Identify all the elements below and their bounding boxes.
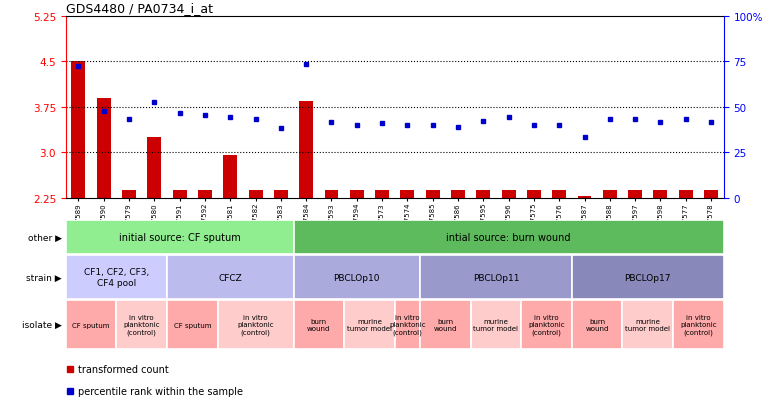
Bar — [622, 301, 673, 349]
Text: PBCLOp17: PBCLOp17 — [625, 273, 671, 282]
Bar — [375, 190, 389, 198]
Bar — [553, 190, 566, 198]
Bar — [293, 301, 344, 349]
Bar — [248, 190, 262, 198]
Bar — [167, 255, 293, 299]
Bar — [426, 190, 440, 198]
Bar — [324, 190, 338, 198]
Text: murine
tumor model: murine tumor model — [625, 318, 670, 331]
Text: percentile rank within the sample: percentile rank within the sample — [77, 386, 242, 396]
Bar — [198, 190, 212, 198]
Text: burn
wound: burn wound — [585, 318, 609, 331]
Bar — [217, 301, 293, 349]
Bar — [471, 301, 521, 349]
Bar — [527, 190, 541, 198]
Text: strain ▶: strain ▶ — [26, 273, 62, 282]
Bar — [577, 197, 591, 198]
Bar — [293, 221, 724, 254]
Text: CFCZ: CFCZ — [218, 273, 242, 282]
Text: initial source: CF sputum: initial source: CF sputum — [118, 233, 241, 242]
Text: in vitro
planktonic
(control): in vitro planktonic (control) — [389, 315, 426, 335]
Bar — [704, 190, 718, 198]
Text: PBCLOp11: PBCLOp11 — [473, 273, 519, 282]
Bar — [147, 138, 161, 198]
Bar — [173, 190, 187, 198]
Bar — [293, 255, 420, 299]
Bar — [344, 301, 395, 349]
Bar — [420, 301, 471, 349]
Bar — [350, 190, 364, 198]
Bar — [603, 190, 617, 198]
Bar — [224, 156, 237, 198]
Bar — [572, 301, 622, 349]
Bar — [628, 190, 642, 198]
Text: PBCLOp10: PBCLOp10 — [334, 273, 380, 282]
Text: murine
tumor model: murine tumor model — [474, 318, 519, 331]
Bar — [395, 301, 420, 349]
Text: burn
wound: burn wound — [307, 318, 330, 331]
Bar — [300, 101, 313, 198]
Text: in vitro
planktonic
(control): in vitro planktonic (control) — [123, 315, 160, 335]
Text: intial source: burn wound: intial source: burn wound — [447, 233, 571, 242]
Bar — [116, 301, 167, 349]
Bar — [451, 190, 465, 198]
Bar — [476, 190, 490, 198]
Text: burn
wound: burn wound — [433, 318, 457, 331]
Text: CF1, CF2, CF3,
CF4 pool: CF1, CF2, CF3, CF4 pool — [84, 268, 149, 287]
Text: other ▶: other ▶ — [28, 233, 62, 242]
Bar — [502, 190, 515, 198]
Bar — [66, 221, 293, 254]
Text: transformed count: transformed count — [77, 364, 169, 374]
Text: CF sputum: CF sputum — [173, 322, 211, 328]
Bar — [400, 190, 414, 198]
Text: CF sputum: CF sputum — [72, 322, 110, 328]
Bar — [122, 190, 136, 198]
Text: murine
tumor model: murine tumor model — [347, 318, 392, 331]
Bar — [521, 301, 572, 349]
Bar — [420, 255, 572, 299]
Bar — [274, 190, 288, 198]
Bar — [653, 190, 667, 198]
Text: GDS4480 / PA0734_i_at: GDS4480 / PA0734_i_at — [66, 2, 213, 15]
Bar — [71, 62, 85, 198]
Bar — [572, 255, 724, 299]
Bar — [97, 98, 111, 198]
Text: in vitro
planktonic
(control): in vitro planktonic (control) — [680, 315, 717, 335]
Text: in vitro
planktonic
(control): in vitro planktonic (control) — [238, 315, 274, 335]
Bar — [679, 190, 693, 198]
Text: in vitro
planktonic
(control): in vitro planktonic (control) — [528, 315, 565, 335]
Bar — [167, 301, 217, 349]
Bar — [66, 301, 116, 349]
Text: isolate ▶: isolate ▶ — [22, 320, 62, 329]
Bar — [673, 301, 724, 349]
Bar — [66, 255, 167, 299]
